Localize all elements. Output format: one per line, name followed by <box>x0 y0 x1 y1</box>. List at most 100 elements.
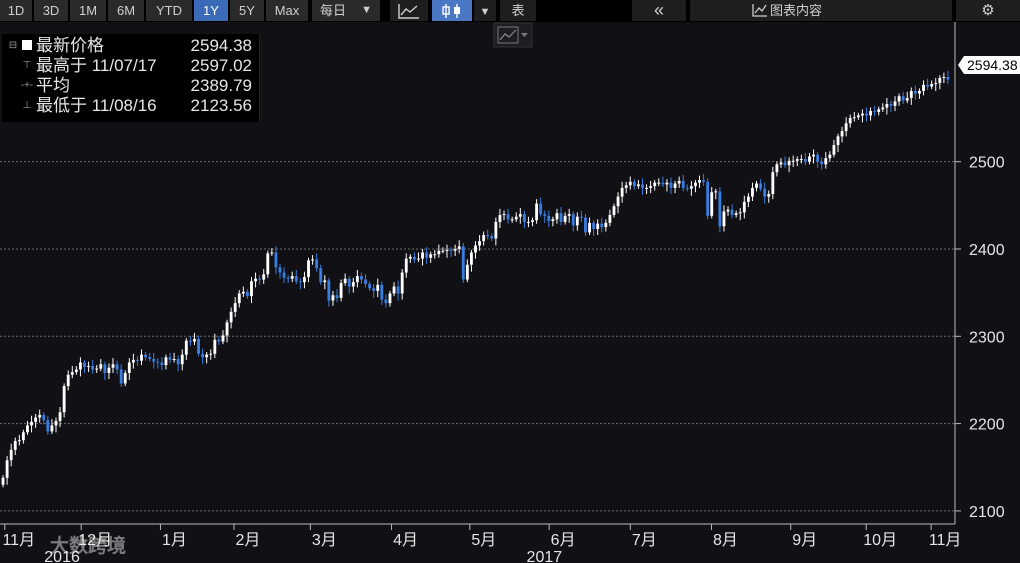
range-3d-button[interactable]: 3D <box>34 0 68 21</box>
frequency-select[interactable]: 每日 ▼ <box>312 0 380 21</box>
settings-button[interactable]: ⚙ <box>956 0 1020 21</box>
candlestick <box>494 217 498 246</box>
candlestick <box>13 437 17 456</box>
candlestick <box>425 247 429 264</box>
candlestick <box>775 161 779 177</box>
candlestick <box>445 244 449 258</box>
year-label: 2017 <box>527 549 563 563</box>
candlestick <box>657 178 661 187</box>
price-chart: 2100 2200 2300 2400 2500 11月 12月 1月 2月 3月 4月 5月 6月 7月… <box>0 22 1020 563</box>
candlestick <box>746 193 750 208</box>
range-ytd-button[interactable]: YTD <box>146 0 192 21</box>
candlestick <box>791 155 795 167</box>
candlestick <box>107 363 111 380</box>
candlestick <box>844 117 848 137</box>
candlestick <box>665 179 669 192</box>
candlestick <box>50 419 54 435</box>
candlestick <box>559 207 563 226</box>
candlestick <box>197 335 200 357</box>
candlestick <box>681 174 685 192</box>
candlestick <box>506 208 510 224</box>
candlestick <box>303 271 306 289</box>
range-5y-button[interactable]: 5Y <box>230 0 264 21</box>
candlestick <box>918 88 921 99</box>
candlestick <box>592 220 596 236</box>
candlestick <box>290 271 294 283</box>
candlestick <box>820 157 824 170</box>
candlestick <box>241 286 245 298</box>
candlestick <box>799 154 803 164</box>
chevron-down-icon: ▼ <box>479 6 491 18</box>
candlestick <box>168 352 172 364</box>
candlestick <box>282 267 286 284</box>
candlestick <box>9 443 13 467</box>
watermark: 大数跨境 <box>50 534 126 557</box>
x-tick-label: 1月 <box>162 532 187 549</box>
candlestick <box>722 205 726 232</box>
candlestick <box>518 207 522 224</box>
candlestick <box>730 204 734 219</box>
candlestick <box>938 75 942 90</box>
table-view-button[interactable]: 表 <box>500 0 536 21</box>
range-1d-button[interactable]: 1D <box>0 0 32 21</box>
candlestick <box>755 180 758 192</box>
candlestick <box>787 157 791 173</box>
x-tick-label: 5月 <box>471 532 496 549</box>
candlestick <box>449 247 453 257</box>
candlestick <box>384 294 388 308</box>
mini-chart-button[interactable] <box>493 22 533 48</box>
chart-content-button[interactable]: 图表内容 <box>690 0 952 21</box>
candlestick <box>339 279 343 302</box>
candlestick <box>266 250 270 278</box>
candlestick <box>926 78 930 91</box>
candlestick <box>714 188 718 200</box>
candlestick <box>127 358 131 380</box>
candlestick <box>388 290 392 307</box>
candlestick <box>865 107 868 122</box>
candlestick <box>535 199 539 224</box>
candlestick <box>873 105 877 117</box>
high-marker-icon: ⊤ <box>22 60 32 71</box>
candlestick <box>87 361 90 373</box>
candlestick <box>233 297 237 318</box>
double-chevron-left-icon: « <box>653 0 664 20</box>
candlestick <box>26 420 29 435</box>
candlestick <box>30 415 33 433</box>
candlestick <box>539 197 543 217</box>
range-1y-button[interactable]: 1Y <box>194 0 228 21</box>
range-1m-button[interactable]: 1M <box>70 0 106 21</box>
candlestick <box>1 475 5 488</box>
range-6m-button[interactable]: 6M <box>108 0 144 21</box>
chart-style-dropdown[interactable]: ▼ <box>474 0 496 21</box>
line-chart-button[interactable] <box>390 0 428 21</box>
candlestick <box>437 244 441 258</box>
candlestick <box>567 208 571 223</box>
candlestick <box>355 269 359 288</box>
x-tick-label: 3月 <box>312 532 337 549</box>
candlestick <box>417 252 420 263</box>
candlestick <box>812 149 815 164</box>
candlestick <box>685 184 689 192</box>
collapse-button[interactable]: « <box>632 0 686 21</box>
candlestick <box>421 248 424 266</box>
candlestick <box>726 206 730 216</box>
candlestick <box>706 178 710 220</box>
candlestick <box>319 264 323 285</box>
legend-low-label: 最低于 11/08/16 <box>36 96 157 115</box>
candlestick <box>824 152 828 169</box>
y-tick-label: 2100 <box>969 504 1005 521</box>
collapse-box-icon[interactable]: ⊟ <box>8 40 18 51</box>
candlestick <box>930 80 934 90</box>
range-max-button[interactable]: Max <box>266 0 308 21</box>
candlestick <box>832 139 836 158</box>
candlestick-button[interactable] <box>432 0 472 21</box>
candlestick <box>66 370 70 391</box>
candlestick <box>213 333 217 359</box>
candlestick <box>498 208 502 229</box>
candlestick <box>225 319 229 343</box>
candlestick <box>600 217 604 233</box>
candlestick <box>710 187 714 219</box>
candlestick <box>734 210 738 218</box>
candlestick <box>327 277 331 307</box>
candlestick <box>396 280 400 301</box>
